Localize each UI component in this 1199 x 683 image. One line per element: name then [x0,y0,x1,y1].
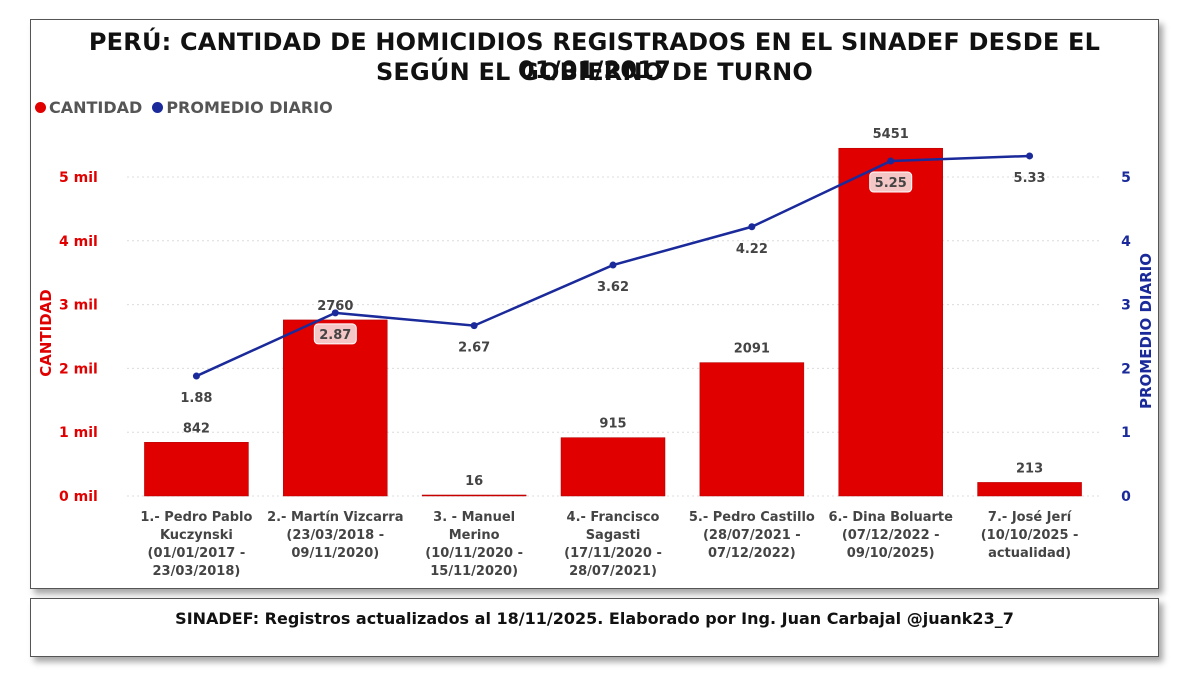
x-category-label: 4.- Francisco [567,510,660,525]
line-point-7[interactable] [1026,152,1034,160]
y-left-tick-label: 1 mil [59,425,98,441]
chart-legend: CANTIDAD PROMEDIO DIARIO [35,98,343,117]
bar-5[interactable] [699,362,805,497]
line-point-2[interactable] [331,309,339,317]
x-category-label: (07/12/2022 - [842,528,940,543]
legend-marker-promedio-diario [152,102,164,113]
line-label-highlight [869,171,913,193]
line-data-label: 2.67 [458,341,490,356]
y-right-tick-label: 3 [1121,298,1131,314]
bar-data-label: 2760 [317,299,353,314]
y-left-axis-title: CANTIDAD [37,289,55,377]
bar-3[interactable] [421,494,527,497]
line-point-6[interactable] [887,157,895,165]
x-category-label: 5.- Pedro Castillo [689,510,815,525]
x-category-label: (28/07/2021 - [703,528,801,543]
y-left-tick-label: 5 mil [59,170,98,186]
line-data-label: 2.87 [319,328,351,343]
line-point-1[interactable] [192,372,200,380]
bar-4[interactable] [560,437,666,497]
chart-title-line-1: PERÚ: CANTIDAD DE HOMICIDIOS REGISTRADOS… [88,28,1101,84]
legend-marker-cantidad [35,102,46,113]
line-data-label: 5.33 [1014,171,1046,186]
chart-title-line-2: SEGÚN EL GOBIERNO DE TURNO [375,58,814,86]
line-label-highlight [313,323,357,345]
chart-panel: PERÚ: CANTIDAD DE HOMICIDIOS REGISTRADOS… [30,19,1159,589]
x-category-label: (10/11/2020 - [425,546,523,561]
y-right-tick-label: 2 [1121,361,1131,377]
x-category-label: 09/11/2020) [291,546,379,561]
x-category-label: 23/03/2018) [153,564,241,579]
bar-data-label: 213 [1016,461,1043,476]
x-category-label: (01/01/2017 - [148,546,246,561]
y-left-tick-label: 0 mil [59,489,98,505]
line-point-3[interactable] [470,322,478,330]
y-left-tick-label: 4 mil [59,234,98,250]
x-category-label: actualidad) [988,546,1071,561]
line-point-4[interactable] [609,261,617,269]
bar-data-label: 915 [599,417,626,432]
x-category-label: 3. - Manuel [433,510,515,525]
footer-panel: SINADEF: Registros actualizados al 18/11… [30,598,1159,657]
combo-chart: 0 mil 1 mil 2 mil 3 mil 4 mil 5 mil 0 1 2 3 4 5 CANT… [37,127,1155,579]
x-category-label: 28/07/2021) [569,564,657,579]
y-left-tick-label: 2 mil [59,361,98,377]
bar-data-label: 5451 [873,127,909,142]
x-category-label: Kuczynski [160,528,233,543]
bar-1[interactable] [144,442,249,497]
bar-data-label: 16 [465,474,483,489]
x-category-label: (17/11/2020 - [564,546,662,561]
line-data-label: 3.62 [597,280,629,295]
x-category-label: Sagasti [586,528,641,543]
legend-item-promedio-diario[interactable]: PROMEDIO DIARIO [152,98,333,117]
x-category-label: 1.- Pedro Pablo [140,510,252,525]
bar-data-label: 842 [183,421,210,436]
line-point-5[interactable] [748,223,756,231]
x-category-label: 7.- José Jerí [988,510,1073,525]
legend-label-cantidad: CANTIDAD [49,98,143,117]
legend-label-promedio-diario: PROMEDIO DIARIO [166,98,333,117]
x-category-label: 15/11/2020) [430,564,518,579]
y-left-tick-label: 3 mil [59,298,98,314]
line-data-label: 5.25 [875,176,907,191]
y-right-tick-label: 4 [1121,234,1131,250]
footer-credit-text: SINADEF: Registros actualizados al 18/11… [175,609,1014,628]
x-category-label: 09/10/2025) [847,546,935,561]
y-right-tick-label: 5 [1121,170,1131,186]
x-category-label: (10/10/2025 - [981,528,1079,543]
x-category-label: 2.- Martín Vizcarra [267,510,403,525]
legend-item-cantidad[interactable]: CANTIDAD [35,98,142,117]
y-right-tick-label: 0 [1121,489,1131,505]
bar-2[interactable] [283,319,388,497]
line-data-label: 4.22 [736,242,768,257]
y-right-axis-title: PROMEDIO DIARIO [1137,253,1155,409]
x-category-label: 07/12/2022) [708,546,796,561]
line-data-label: 1.88 [180,391,212,406]
y-right-tick-label: 1 [1121,425,1131,441]
x-category-label: Merino [449,528,500,543]
bar-7[interactable] [977,482,1082,497]
bar-data-label: 2091 [734,342,770,357]
bar-6[interactable] [838,147,943,497]
x-category-label: 6.- Dina Boluarte [828,510,953,525]
x-category-label: (23/03/2018 - [286,528,384,543]
